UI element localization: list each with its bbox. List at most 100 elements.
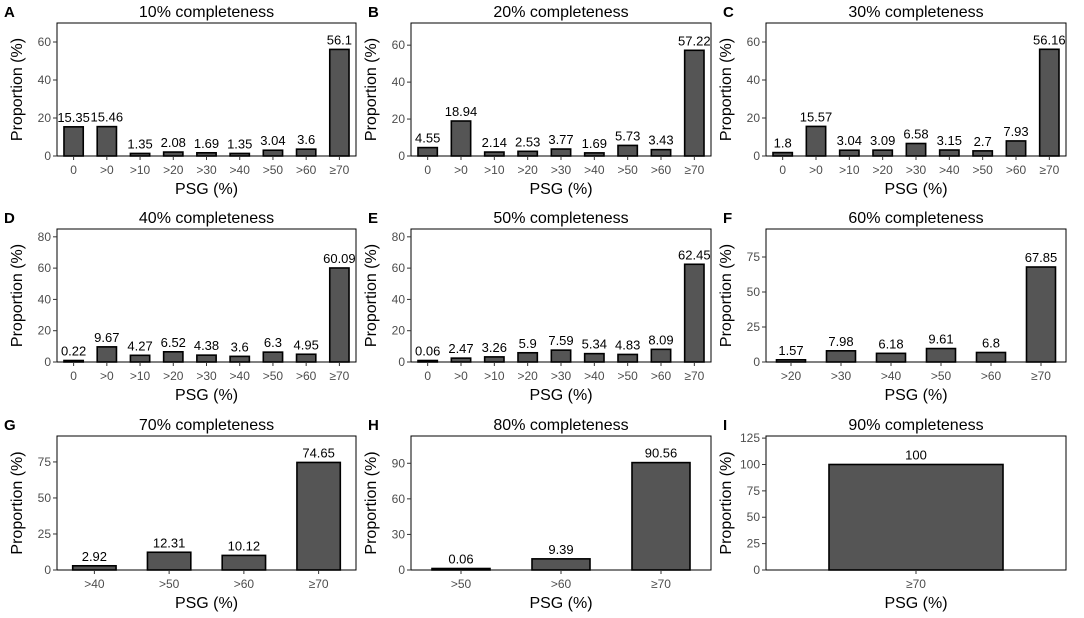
y-tick-label: 80	[392, 230, 406, 244]
data-label: 5.73	[615, 128, 640, 143]
x-tick-label: >0	[100, 163, 114, 177]
bar	[975, 351, 1007, 363]
y-tick-label: 40	[392, 292, 406, 306]
bar	[196, 354, 217, 363]
bar	[63, 359, 85, 363]
x-tick-label: >60	[651, 163, 672, 177]
data-label: 18.94	[445, 104, 478, 119]
data-label: 0.22	[61, 344, 86, 359]
data-label: 6.18	[878, 336, 903, 351]
bar	[828, 463, 1004, 571]
data-label: 9.39	[548, 542, 573, 557]
panel-letter: A	[4, 4, 15, 21]
x-tick-label: >20	[517, 369, 538, 383]
data-label: 56.16	[1033, 32, 1066, 47]
bar	[1025, 266, 1057, 363]
x-tick-label: >50	[617, 369, 638, 383]
data-label: 2.7	[974, 134, 992, 149]
bar	[63, 126, 85, 157]
data-label: 6.52	[161, 335, 186, 350]
bar	[71, 564, 117, 571]
x-tick-label: >60	[296, 163, 317, 177]
x-tick-label: >30	[551, 163, 572, 177]
y-tick-label: 50	[38, 491, 52, 505]
y-tick-label: 25	[747, 537, 761, 551]
panel-e: E 50% completeness 0 20 40 60 80 0.06 0 2.47 >0 3.2…	[363, 210, 712, 404]
x-tick-label: >40	[939, 163, 960, 177]
x-tick-label: >50	[451, 577, 472, 591]
data-label: 3.15	[937, 133, 962, 148]
bar	[775, 359, 807, 363]
y-tick-label: 50	[747, 510, 761, 524]
data-label: 9.61	[928, 332, 953, 347]
y-tick-label: 40	[38, 292, 52, 306]
chart-title: 50% completeness	[493, 210, 628, 227]
x-tick-label: >30	[831, 369, 852, 383]
data-label: 2.47	[448, 341, 473, 356]
x-tick-label: ≥70	[329, 163, 349, 177]
data-label: 100	[905, 447, 927, 462]
y-tick-label: 75	[747, 484, 761, 498]
data-label: 10.12	[228, 538, 261, 553]
data-label: 57.22	[678, 33, 711, 48]
x-tick-label: >10	[130, 163, 151, 177]
x-tick-label: >20	[517, 163, 538, 177]
x-tick-label: >50	[263, 369, 284, 383]
y-tick-label: 40	[392, 75, 406, 89]
x-tick-label: >40	[230, 369, 251, 383]
bar	[146, 551, 192, 571]
panel-letter: H	[368, 417, 379, 434]
chart-title: 20% completeness	[493, 4, 628, 21]
chart-title: 10% completeness	[139, 4, 274, 21]
x-tick-label: ≥70	[1039, 163, 1059, 177]
panel-letter: G	[4, 417, 16, 434]
y-tick-label: 50	[747, 285, 761, 299]
bar	[617, 144, 639, 157]
y-tick-label: 0	[398, 149, 405, 163]
plot-frame	[765, 228, 1067, 363]
data-label: 67.85	[1025, 250, 1058, 265]
chart-title: 70% completeness	[139, 417, 274, 434]
data-label: 3.26	[482, 340, 507, 355]
bar	[550, 349, 572, 363]
bar	[221, 554, 267, 571]
bar	[96, 125, 118, 157]
bar	[650, 148, 672, 157]
x-tick-label: 0	[424, 163, 431, 177]
y-tick-label: 60	[392, 261, 406, 275]
y-tick-label: 0	[44, 355, 51, 369]
bar	[295, 353, 317, 363]
data-label: 15.35	[57, 110, 90, 125]
panel-letter: F	[723, 210, 732, 227]
x-tick-label: >20	[872, 163, 893, 177]
y-tick-label: 75	[38, 455, 52, 469]
x-tick-label: >30	[196, 369, 217, 383]
data-label: 1.57	[778, 343, 803, 358]
data-label: 8.09	[648, 332, 673, 347]
bar	[838, 149, 860, 157]
bar	[772, 151, 794, 157]
y-tick-label: 0	[398, 563, 405, 577]
x-tick-label: >60	[651, 369, 672, 383]
x-tick-label: >0	[809, 163, 823, 177]
x-axis-label: PSG (%)	[884, 595, 947, 612]
y-tick-label: 90	[392, 456, 406, 470]
data-label: 3.77	[548, 132, 573, 147]
x-tick-label: >10	[839, 163, 860, 177]
chart-title: 60% completeness	[848, 210, 983, 227]
data-label: 6.8	[982, 335, 1000, 350]
y-tick-label: 0	[753, 563, 760, 577]
y-axis-label: Proportion (%)	[9, 451, 26, 554]
x-tick-label: 0	[70, 369, 77, 383]
data-label: 1.8	[774, 136, 792, 151]
panel-i: I 90% completeness 0 25 50 75 100 125 100 ≥70 PSG …	[718, 417, 1067, 612]
data-label: 4.83	[615, 337, 640, 352]
bar	[417, 146, 439, 157]
panel-letter: B	[368, 4, 379, 21]
x-tick-label: >40	[230, 163, 251, 177]
x-tick-label: >40	[584, 163, 605, 177]
data-label: 1.35	[227, 136, 252, 151]
y-tick-label: 20	[392, 324, 406, 338]
x-tick-label: >50	[617, 163, 638, 177]
x-axis-label: PSG (%)	[529, 595, 592, 612]
